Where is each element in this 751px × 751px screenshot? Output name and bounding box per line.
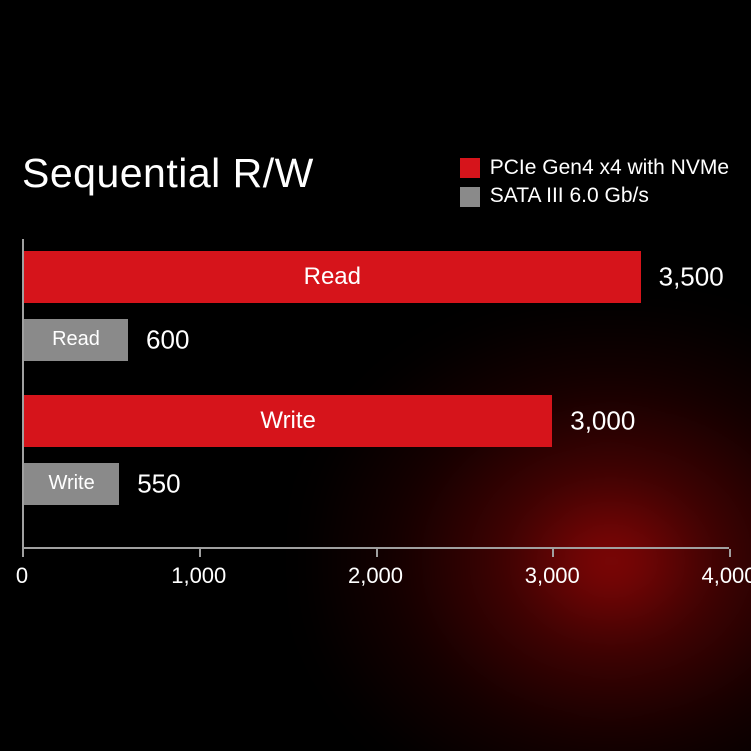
legend-item-sata: SATA III 6.0 Gb/s xyxy=(460,182,729,210)
x-tick-label: 2,000 xyxy=(348,563,403,589)
chart: Sequential R/W PCIe Gen4 x4 with NVMe SA… xyxy=(22,150,729,549)
chart-header: Sequential R/W PCIe Gen4 x4 with NVMe SA… xyxy=(22,150,729,211)
x-tick xyxy=(376,549,378,557)
x-tick xyxy=(552,549,554,557)
chart-title: Sequential R/W xyxy=(22,150,314,197)
bar-value-label: 3,000 xyxy=(570,405,635,436)
plot-area: 01,0002,0003,0004,000Read3,500Read600Wri… xyxy=(22,239,729,549)
x-tick xyxy=(199,549,201,557)
legend-swatch xyxy=(460,187,480,207)
x-tick-label: 1,000 xyxy=(171,563,226,589)
bar: Read xyxy=(24,251,641,303)
x-tick xyxy=(729,549,731,557)
bar-value-label: 550 xyxy=(137,468,180,499)
x-tick-label: 3,000 xyxy=(525,563,580,589)
bar-inlabel: Write xyxy=(48,472,94,495)
bar-inlabel: Read xyxy=(304,263,361,291)
bar: Write xyxy=(24,463,119,505)
legend-label: SATA III 6.0 Gb/s xyxy=(490,182,649,210)
x-tick-label: 4,000 xyxy=(701,563,751,589)
bar-value-label: 3,500 xyxy=(659,261,724,292)
x-tick xyxy=(22,549,24,557)
bar-inlabel: Write xyxy=(260,407,316,435)
bar-inlabel: Read xyxy=(52,328,100,351)
x-tick-label: 0 xyxy=(16,563,28,589)
legend-swatch xyxy=(460,158,480,178)
bar: Read xyxy=(24,319,128,361)
legend-label: PCIe Gen4 x4 with NVMe xyxy=(490,154,729,182)
legend: PCIe Gen4 x4 with NVMe SATA III 6.0 Gb/s xyxy=(460,150,729,211)
legend-item-pcie: PCIe Gen4 x4 with NVMe xyxy=(460,154,729,182)
bar-value-label: 600 xyxy=(146,324,189,355)
bar: Write xyxy=(24,395,552,447)
